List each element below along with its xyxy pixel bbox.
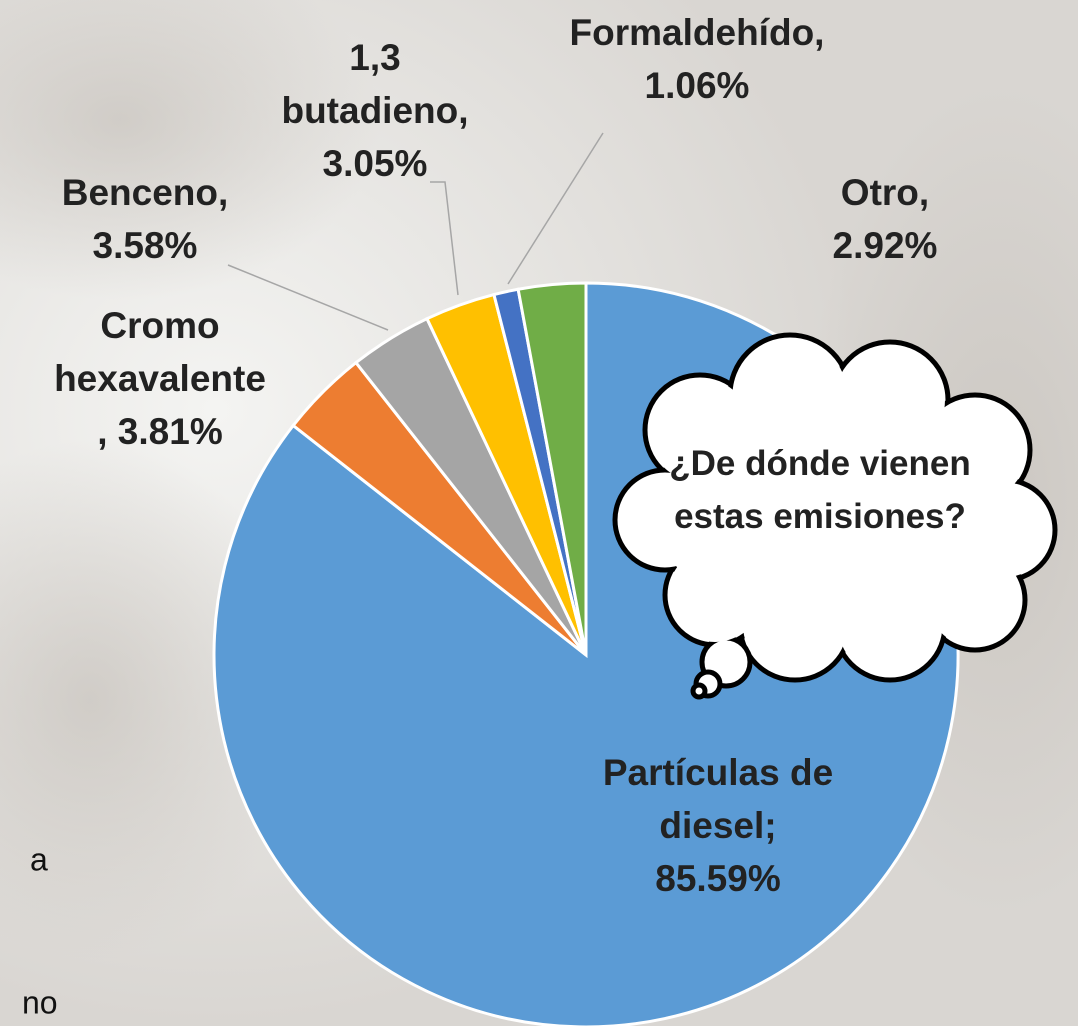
background-text: no xyxy=(22,984,58,1020)
background-text: a xyxy=(30,841,48,877)
chart: a no Partículas dediesel;85.59%Cromohexa… xyxy=(0,0,1078,1026)
